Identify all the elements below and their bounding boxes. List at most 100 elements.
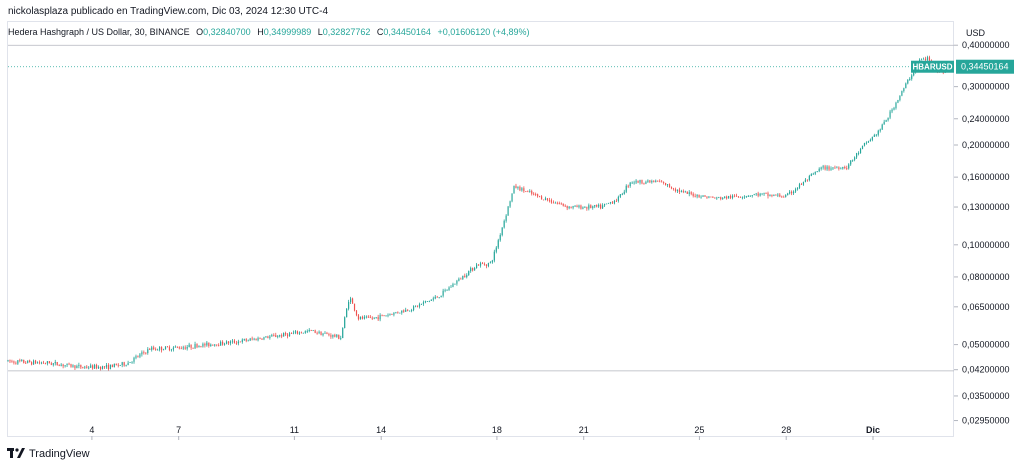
candle-body [200, 346, 202, 347]
candle-body [204, 343, 206, 346]
candle-body [600, 204, 602, 209]
candle-body [361, 316, 363, 319]
candle-body [76, 365, 78, 369]
candle-body [787, 193, 789, 196]
candle-body [466, 275, 468, 278]
candle-body [590, 205, 592, 208]
candle-body [598, 204, 600, 207]
candle-body [424, 301, 426, 303]
candle-body [56, 361, 58, 366]
candle-body [60, 364, 62, 366]
candle-body [631, 182, 633, 184]
candle-body [318, 331, 320, 333]
candle-body [759, 193, 761, 196]
candle-body [763, 193, 765, 194]
candle-body [182, 347, 184, 349]
candle-body [838, 167, 840, 169]
candle-body [308, 329, 310, 332]
candle-body [31, 362, 33, 365]
candle-body [44, 363, 47, 365]
candle-body [418, 304, 421, 307]
candle-body [539, 196, 541, 198]
candle-body [804, 179, 806, 182]
candle-body [708, 196, 710, 198]
legend-change: +0,01606120 (+4,89%) [437, 27, 530, 37]
candle-body [613, 200, 616, 204]
candle-body [155, 349, 157, 350]
candle-body [428, 300, 430, 302]
candle-body [340, 338, 342, 339]
candle-body [101, 366, 104, 370]
candle-body [231, 340, 234, 342]
candle-body [592, 206, 594, 208]
candle-body [771, 194, 773, 197]
candle-body [607, 202, 610, 204]
candle-body [519, 186, 521, 191]
candle-body [739, 196, 742, 198]
candle-body [123, 362, 125, 366]
candle-body [94, 364, 96, 369]
candle-body [436, 296, 438, 298]
candle-body [273, 335, 275, 336]
candle-body [869, 139, 871, 142]
candle-body [13, 361, 15, 363]
candle-body [682, 191, 684, 192]
candle-body [493, 251, 495, 261]
candle-body [202, 343, 204, 347]
candle-body [407, 309, 409, 311]
candle-body [454, 283, 456, 285]
candle-body [785, 195, 787, 197]
footer-brand-name: TradingView [29, 448, 90, 460]
candle-body [332, 334, 334, 337]
candle-body [728, 195, 730, 199]
candle-body [243, 339, 245, 340]
candle-body [227, 341, 230, 344]
y-tick-label: 0,13000000 [962, 202, 1010, 212]
candle-body [7, 360, 9, 362]
candle-body [296, 331, 299, 334]
candle-body [235, 342, 237, 344]
candle-body [97, 366, 100, 369]
candle-body [162, 349, 165, 351]
candle-body [172, 347, 174, 350]
candle-body [145, 352, 147, 354]
candle-body [225, 341, 228, 344]
candle-body [474, 268, 476, 271]
candle-body [316, 332, 318, 334]
candle-body [365, 316, 367, 318]
candle-body [33, 360, 35, 365]
candle-body [639, 179, 641, 183]
candle-body [627, 185, 629, 187]
candle-body [529, 191, 531, 192]
candle-body [558, 203, 560, 204]
candle-body [556, 202, 558, 204]
x-tick-label: 18 [492, 425, 502, 435]
legend-open-value: 0,32840700 [203, 27, 251, 37]
publish-attribution: nickolasplaza publicado en TradingView.c… [8, 6, 328, 17]
candle-body [336, 334, 338, 337]
candle-body [80, 365, 82, 368]
candle-body [909, 78, 911, 80]
candle-body [867, 141, 870, 143]
candle-body [151, 347, 153, 350]
candle-body [269, 336, 271, 339]
candle-body [306, 331, 308, 332]
candle-body [535, 194, 537, 195]
candle-body [836, 167, 838, 169]
candle-body [517, 186, 519, 189]
candle-body [920, 59, 923, 61]
y-tick-label: 0,24000000 [962, 114, 1010, 124]
candle-body [767, 193, 769, 196]
candle-body [859, 148, 862, 154]
candle-body [413, 306, 415, 311]
candle-body [527, 191, 529, 193]
candle-body [348, 301, 350, 309]
candle-body [153, 347, 155, 350]
candle-body [34, 360, 37, 364]
candle-body [542, 199, 545, 201]
candle-body [911, 75, 913, 79]
y-tick-label: 0,05000000 [962, 340, 1010, 350]
candle-body [399, 312, 401, 314]
candle-body [432, 298, 434, 300]
